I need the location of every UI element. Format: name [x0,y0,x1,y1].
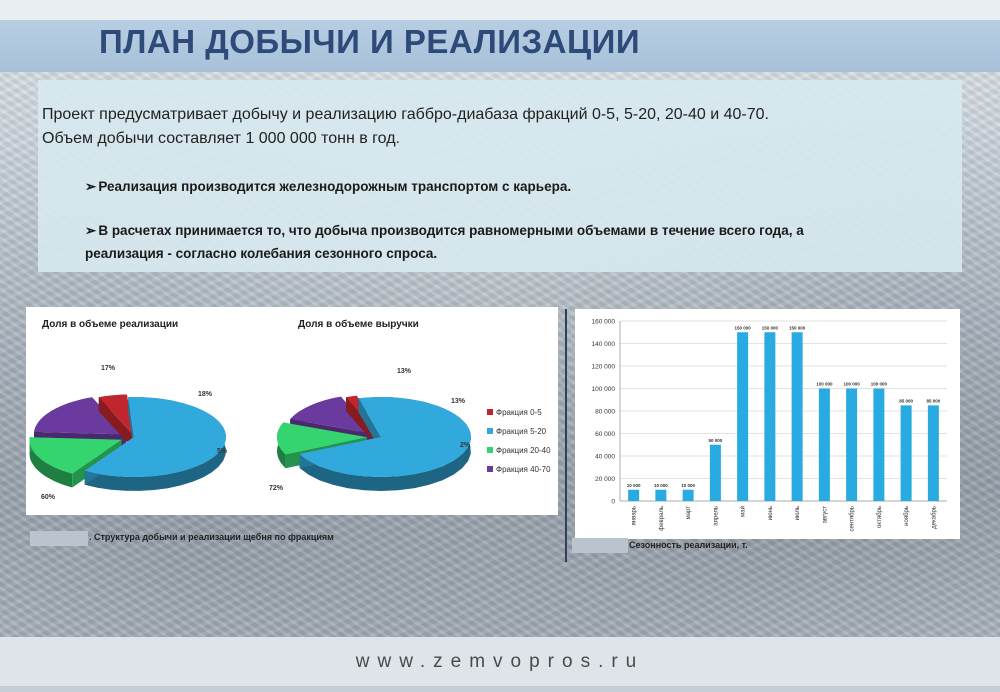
pie-charts-panel: Доля в объеме реализации 5% 60% 17% 18% Доля … [26,307,558,515]
bar-data-label: 10 000 [654,483,668,488]
bar [628,489,640,501]
divider-line [565,309,567,562]
page-title: ПЛАН ДОБЫЧИ И РЕАЛИЗАЦИИ [99,23,641,60]
bar [655,489,667,501]
y-tick-label: 80 000 [595,409,615,416]
bullet-2: ➢ В расчетах принимается то, что добыча п… [85,219,925,265]
x-tick-label: октябрь [877,506,883,528]
bar [737,332,749,501]
pie-data-label: 18% [198,391,213,398]
legend-label: Фракция 40-70 [496,465,551,474]
bullet-1-text: Реализация производится железнодорожным … [98,179,572,194]
pie-data-label: 13% [397,368,412,375]
y-tick-label: 60 000 [595,431,615,438]
caption-bar-right [572,538,628,553]
footer-line [0,686,1000,692]
x-tick-label: май [740,506,747,517]
x-tick-label: июль [795,506,801,520]
bar [900,405,912,501]
intro-text: Проект предусматривает добычу и реализац… [42,103,942,151]
legend-label: Фракция 5-20 [496,427,547,436]
y-tick-label: 0 [611,499,615,506]
bar-data-label: 10 000 [681,483,695,488]
pie-data-label: 60% [41,494,56,501]
intro-line-1: Проект предусматривает добычу и реализац… [42,106,769,123]
bar [682,489,694,501]
bar-data-label: 150 000 [734,325,751,330]
x-tick-label: апрель [713,506,719,526]
pie-slice [299,397,471,491]
pie-title: Доля в объеме выручки [298,318,419,330]
legend-label: Фракция 0-5 [496,408,542,417]
bar [873,388,885,501]
legend-label: Фракция 20-40 [496,446,551,455]
bullet-marker: ➢ [85,179,97,194]
y-tick-label: 100 000 [592,386,616,393]
caption-bar-left [30,531,88,546]
y-tick-label: 120 000 [592,364,616,371]
bar-chart-panel: 0 20 000 40 000 60 000 80 000 100 000 120 000 1… [575,309,960,539]
bullet-1: ➢ Реализация производится железнодорожным… [85,175,925,198]
x-tick-label: август [822,506,828,524]
pie-data-label: 5% [217,448,228,455]
y-tick-label: 20 000 [595,476,615,483]
bar-data-label: 150 000 [762,325,779,330]
bullet-2-text-line-2: реализация - согласно колебания сезонног… [85,246,438,261]
pie-title: Доля в объеме реализации [42,318,178,330]
x-tick-label: ноябрь [904,506,910,526]
footer-url[interactable]: www.zemvopros.ru [355,651,645,672]
bar-data-label: 150 000 [789,325,806,330]
x-tick-label: март [686,506,692,520]
pie-slice [84,397,227,491]
bar-data-label: 10 000 [627,483,641,488]
pie-data-label: 2% [460,442,471,449]
legend-swatch [487,428,493,434]
bar-chart-svg: 0 20 000 40 000 60 000 80 000 100 000 120 000 1… [592,319,947,532]
title-band [0,20,1000,72]
x-tick-label: февраль [659,506,665,531]
x-tick-label: июнь [768,506,774,520]
bar-data-label: 100 000 [871,382,888,387]
legend-swatch [487,409,493,415]
x-tick-label: декабрь [931,506,937,529]
bar-caption: Сезонность реализации, т. [629,540,748,550]
x-tick-label: январь [632,506,638,525]
bar-data-label: 50 000 [708,438,722,443]
y-tick-label: 40 000 [595,454,615,461]
legend-swatch [487,447,493,453]
bar-data-label: 100 000 [816,382,833,387]
description-panel [38,80,962,272]
pie-charts-svg: Доля в объеме реализации 5% 60% 17% 18% Доля … [29,318,551,501]
bar-data-label: 100 000 [843,382,860,387]
pie-caption: . Структура добычи и реализации щебня по… [89,532,334,542]
bar [927,405,939,501]
bullet-marker: ➢ [85,223,97,238]
pie-data-label: 72% [269,485,284,492]
bar-data-label: 85 000 [899,398,913,403]
bar [818,388,830,501]
bar [764,332,776,501]
intro-line-2: Объем добычи составляет 1 000 000 тонн в… [42,130,400,147]
bullet-2-text-line-1: В расчетах принимается то, что добыча пр… [98,223,804,238]
bar [791,332,803,501]
y-tick-label: 140 000 [592,341,616,348]
legend-swatch [487,466,493,472]
footer-band [0,637,1000,692]
bar [846,388,858,501]
bar [709,444,721,501]
x-tick-label: сентябрь [850,506,856,532]
top-strip [0,0,1000,20]
bar-data-label: 85 000 [926,398,940,403]
pie-data-label: 13% [451,398,466,405]
y-tick-label: 160 000 [592,319,616,326]
pie-data-label: 17% [101,365,116,372]
